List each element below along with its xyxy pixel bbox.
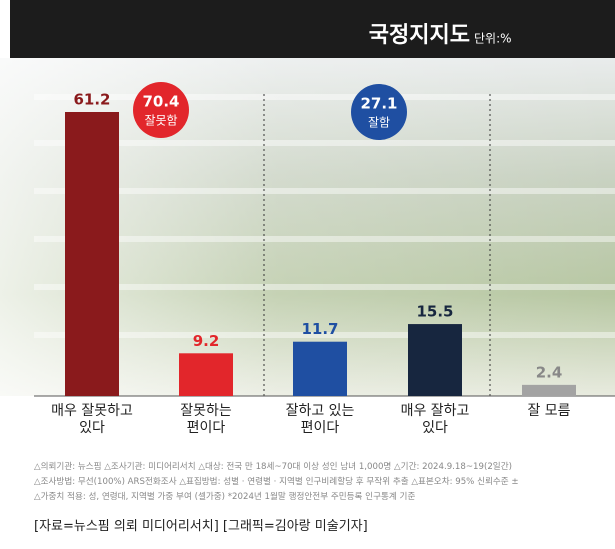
- bar: [179, 353, 233, 396]
- annotation-value: 70.4: [142, 93, 179, 111]
- background-stripes: [34, 94, 615, 338]
- source: [자료=뉴스핌 의뢰 미디어리서치] [그래픽=김아랑 미술기자]: [34, 519, 368, 534]
- annotation-label: 잘함: [368, 116, 390, 130]
- x-tick-label: 매우 잘못하고 있다: [51, 403, 133, 436]
- x-tick-label: 잘못하는 편이다: [180, 403, 232, 436]
- value-label: 15.5: [416, 303, 453, 321]
- bar: [293, 341, 347, 396]
- value-label: 9.2: [193, 332, 220, 350]
- annotation-circle: [133, 82, 189, 138]
- value-label: 61.2: [73, 91, 110, 109]
- bar: [522, 384, 576, 396]
- unit-label: 단위:%: [474, 32, 512, 46]
- bar: [65, 112, 119, 396]
- footnote: △조사방법: 무선(100%) ARS전화조사 △표집방법: 성별 · 연령별 …: [34, 477, 519, 487]
- title-bar: [10, 0, 615, 58]
- bar: [408, 324, 462, 396]
- footnote: △의뢰기관: 뉴스핌 △조사기관: 미디어리서치 △대상: 전국 만 18세~7…: [34, 462, 512, 472]
- footnote: △가중치 적용: 성, 연령대, 지역별 가중 부여 (셀가중) *2024년 …: [34, 492, 416, 502]
- x-tick-label: 잘하고 있는 편이다: [285, 403, 355, 436]
- x-tick-label: 매우 잘하고 있다: [400, 403, 470, 436]
- chart-title: 국정지지도: [369, 23, 470, 48]
- annotation-value: 27.1: [360, 95, 397, 113]
- annotation-label: 잘못함: [144, 114, 177, 128]
- value-label: 2.4: [536, 363, 563, 381]
- annotation-circle: [351, 84, 407, 140]
- x-tick-label: 잘 모름: [527, 403, 571, 419]
- value-label: 11.7: [301, 320, 338, 338]
